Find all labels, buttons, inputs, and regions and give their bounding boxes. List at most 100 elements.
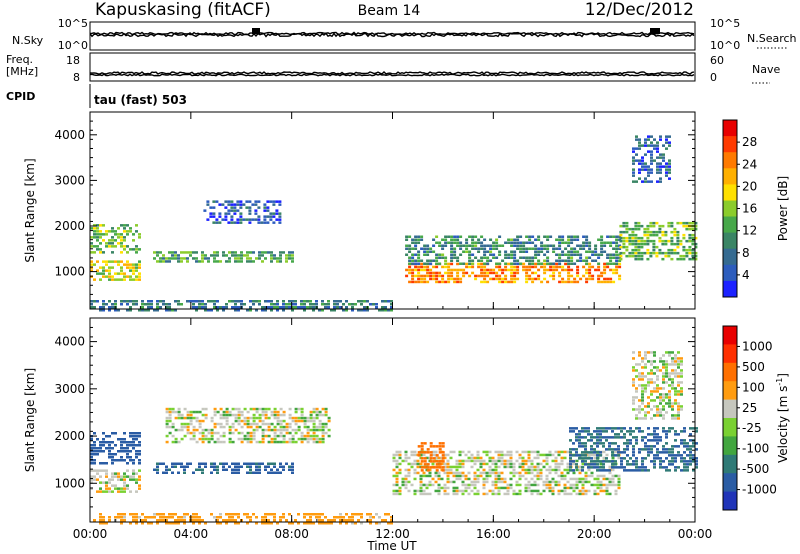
velocity-echo-region: [90, 469, 141, 493]
power-y-tick-label: 3000: [54, 173, 85, 187]
velocity-colorbar-tick: 100: [742, 380, 765, 394]
power-colorbar-tick: 8: [742, 246, 750, 260]
power-colorbar-segment: [723, 264, 737, 282]
velocity-echo-region: [569, 427, 698, 472]
power-y-tick-label: 4000: [54, 128, 85, 142]
velocity-y-tick-label: 3000: [54, 382, 85, 396]
velocity-colorbar-tick: -100: [742, 442, 769, 456]
power-colorbar-segment: [723, 136, 737, 153]
velocity-colorbar-segment: [723, 473, 737, 493]
velocity-echo-region: [153, 462, 294, 474]
velocity-y-tick-label: 1000: [54, 476, 85, 490]
freq-panel-frame: [89, 52, 696, 82]
x-tick-label: 00:00: [678, 527, 713, 541]
velocity-colorbar-tick: 25: [742, 401, 757, 415]
velocity-colorbar-tick: -25: [742, 421, 762, 435]
freq-tick-top: 18: [66, 54, 80, 67]
nsearch-label: N.Search: [747, 32, 797, 45]
cpid-value: tau (fast) 503: [94, 93, 187, 107]
nsky-spike: [252, 28, 260, 34]
nave-tick-top: 60: [710, 54, 724, 67]
nsearch-series: [89, 31, 695, 36]
x-tick-label: 00:00: [73, 527, 108, 541]
nave-series: [89, 73, 695, 77]
nsky-panel-frame: [89, 21, 696, 51]
velocity-colorbar-segment: [723, 344, 737, 364]
freq-tick-bottom: 8: [73, 71, 80, 84]
nsky-tick-top: 10^5: [58, 17, 88, 30]
power-colorbar-label: Power [dB]: [776, 176, 790, 241]
power-colorbar-segment: [723, 168, 737, 185]
velocity-colorbar-segment: [723, 399, 737, 419]
power-colorbar-tick: 24: [742, 157, 757, 171]
velocity-y-axis-label: Slant Range [km]: [23, 368, 37, 472]
power-y-tick-label: 1000: [54, 265, 85, 279]
velocity-colorbar-segment: [723, 381, 737, 401]
nave-label: Nave: [752, 63, 780, 76]
x-tick-label: 16:00: [476, 527, 511, 541]
nave-tick-bottom: 0: [710, 71, 717, 84]
power-echo-region: [90, 260, 141, 281]
freq-series: [89, 71, 695, 75]
velocity-echo-region: [632, 351, 683, 420]
power-echo-region: [405, 235, 622, 265]
velocity-colorbar-frame: [722, 325, 738, 511]
velocity-colorbar-segment: [723, 491, 737, 511]
x-tick-label: 12:00: [375, 527, 410, 541]
power-echo-region: [90, 300, 393, 312]
power-colorbar-tick: 28: [742, 135, 757, 149]
power-echo-region: [153, 251, 294, 263]
velocity-colorbar-segment: [723, 418, 737, 437]
power-colorbar-segment: [723, 200, 737, 218]
power-colorbar-tick: 12: [742, 224, 757, 238]
power-echo-region: [90, 224, 141, 254]
velocity-echo-region: [90, 432, 141, 465]
date-title: 12/Dec/2012: [585, 0, 694, 20]
power-y-axis-label: Slant Range [km]: [23, 158, 37, 262]
velocity-colorbar-label: Velocity [m s-1]: [775, 373, 790, 463]
power-colorbar-tick: 16: [742, 202, 757, 216]
nsearch-tick-bottom: 10^0: [710, 39, 740, 52]
velocity-echo-region: [93, 513, 393, 525]
cpid-label: CPID: [6, 90, 35, 103]
x-tick-label: 04:00: [174, 527, 209, 541]
velocity-colorbar-tick: 1000: [742, 339, 773, 353]
power-colorbar-segment: [723, 184, 737, 201]
power-colorbar-segment: [723, 248, 737, 266]
velocity-y-tick-label: 2000: [54, 429, 85, 443]
x-axis-label: Time UT: [366, 539, 417, 553]
x-tick-label: 20:00: [577, 527, 612, 541]
beam-title: Beam 14: [358, 3, 421, 19]
nsearch-spike: [650, 28, 660, 34]
power-colorbar-segment: [723, 216, 737, 234]
nsky-series: [89, 32, 695, 38]
station-title: Kapuskasing (fitACF): [95, 0, 271, 20]
power-echo-region: [632, 135, 671, 183]
nsearch-tick-top: 10^5: [710, 17, 740, 30]
velocity-echo-region: [165, 407, 331, 444]
velocity-colorbar-segment: [723, 454, 737, 474]
power-colorbar-segment: [723, 232, 737, 250]
velocity-y-tick-label: 4000: [54, 335, 85, 349]
velocity-colorbar-segment: [723, 436, 737, 456]
power-colorbar-segment: [723, 120, 737, 137]
nsky-label: N.Sky: [12, 34, 44, 47]
velocity-colorbar-segment: [723, 326, 737, 345]
power-echo-region: [405, 262, 622, 284]
freq-label-1: Freq.: [6, 53, 33, 66]
power-colorbar-tick: 20: [742, 179, 757, 193]
power-echo-region: [619, 221, 698, 261]
velocity-colorbar-segment: [723, 362, 737, 382]
velocity-echo-region: [417, 442, 445, 472]
velocity-colorbar-tick: -500: [742, 462, 769, 476]
freq-label-2: [MHz]: [6, 65, 38, 78]
power-echo-region: [203, 200, 282, 224]
velocity-colorbar-tick: -1000: [742, 483, 777, 497]
power-y-tick-label: 2000: [54, 219, 85, 233]
power-colorbar-segment: [723, 152, 737, 169]
power-colorbar-segment: [723, 280, 737, 298]
nsky-tick-bottom: 10^0: [58, 39, 88, 52]
power-colorbar-tick: 4: [742, 268, 750, 282]
x-tick-label: 08:00: [274, 527, 309, 541]
